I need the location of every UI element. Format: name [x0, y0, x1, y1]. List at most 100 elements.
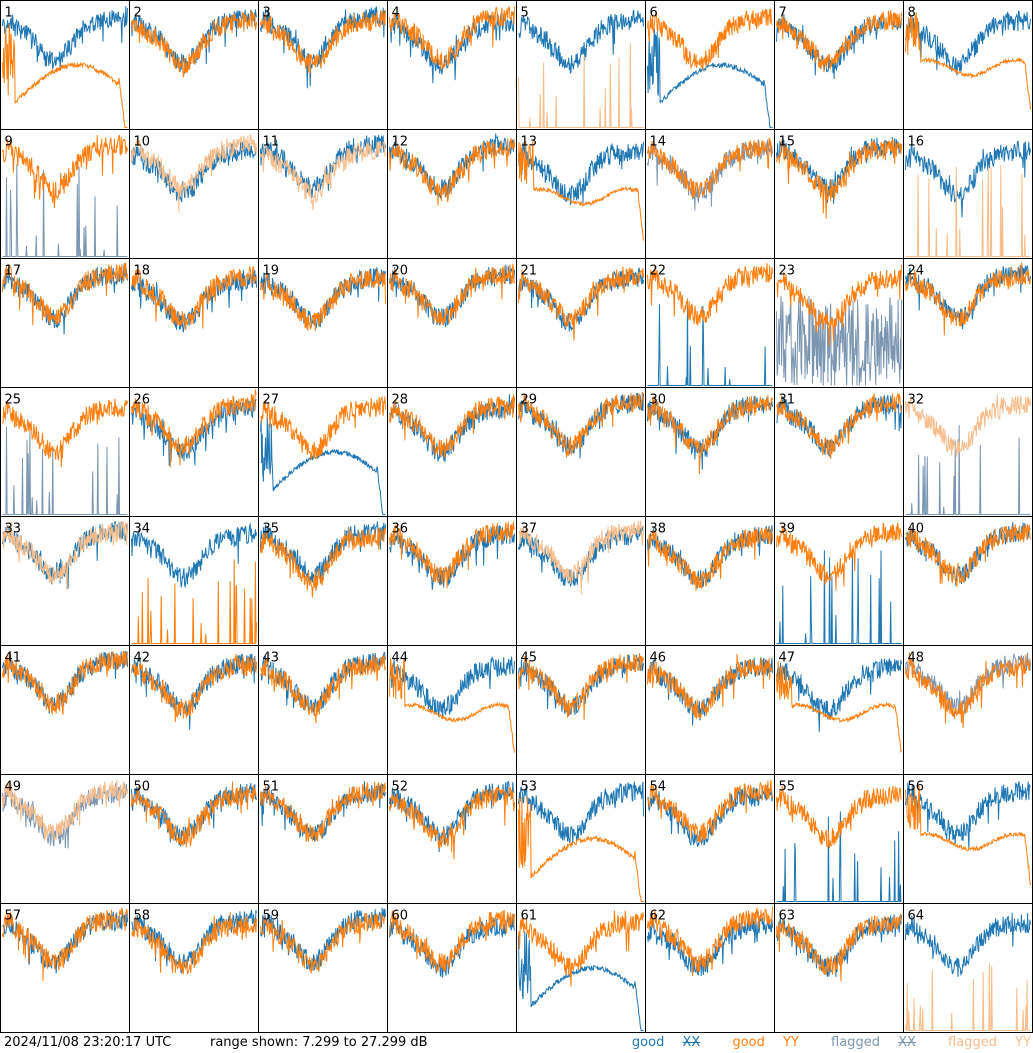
series-yy-flagged — [2, 780, 128, 842]
panel-label: 48 — [908, 651, 925, 666]
series-yy-good — [518, 391, 644, 458]
series-yy-good — [776, 139, 902, 219]
panel-label: 3 — [263, 6, 271, 21]
panel-59: 59 — [258, 903, 388, 1033]
series-yy-good — [2, 906, 128, 982]
panel-label: 62 — [650, 909, 667, 924]
panel-label: 27 — [263, 393, 280, 408]
panel-20: 20 — [387, 258, 517, 388]
series-yy-good — [389, 909, 515, 973]
panel-frame — [387, 516, 517, 646]
series-yy-good — [131, 654, 257, 723]
panel-label: 54 — [650, 780, 667, 795]
panel-49: 49 — [0, 774, 130, 904]
series-yy-good — [776, 392, 902, 459]
panel-label: 9 — [5, 135, 13, 150]
panel-60: 60 — [387, 903, 517, 1033]
panel-frame — [645, 387, 775, 517]
panel-label: 8 — [908, 6, 916, 21]
panel-label: 46 — [650, 651, 667, 666]
panel-11: 11 — [258, 129, 388, 259]
legend-flagged-yy-pol: YY — [1015, 1035, 1031, 1050]
panel-label: 12 — [392, 135, 409, 150]
legend-flagged-yy: flagged YY — [934, 1035, 1031, 1050]
panel-label: 39 — [779, 522, 796, 537]
series-yy-good — [647, 780, 773, 843]
panel-label: 47 — [779, 651, 796, 666]
panel-24: 24 — [903, 258, 1033, 388]
series-xx-good — [260, 781, 386, 842]
panel-label: 1 — [5, 6, 13, 21]
panel-6: 6 — [645, 0, 775, 130]
series-yy-good — [647, 137, 773, 198]
panel-label: 52 — [392, 780, 409, 795]
series-yy-good — [518, 141, 644, 241]
panel-50: 50 — [129, 774, 259, 904]
legend-good-yy-pol: YY — [783, 1035, 799, 1050]
panel-label: 35 — [263, 522, 280, 537]
series-yy-flagged — [2, 520, 128, 591]
panel-12: 12 — [387, 129, 517, 259]
panel-label: 32 — [908, 393, 925, 408]
series-yy-good — [905, 262, 1031, 336]
series-yy-flagged — [260, 140, 386, 210]
panel-22: 22 — [645, 258, 775, 388]
series-yy-good — [131, 265, 257, 330]
series-xx-good — [260, 412, 386, 515]
panel-27: 27 — [258, 387, 388, 517]
panel-label: 14 — [650, 135, 667, 150]
series-xx-good — [905, 781, 1031, 850]
panel-label: 44 — [392, 651, 409, 666]
series-xx-good — [905, 140, 1031, 218]
series-xx-good — [647, 298, 773, 386]
series-yy-good — [2, 134, 128, 209]
series-xx-good — [2, 6, 128, 70]
panel-label: 29 — [521, 393, 538, 408]
panel-53: 53 — [516, 774, 646, 904]
series-yy-good — [905, 785, 1031, 886]
series-yy-good — [518, 796, 644, 902]
series-xx-good — [518, 9, 644, 74]
panel-label: 60 — [392, 909, 409, 924]
series-yy-good — [647, 395, 773, 475]
panel-label: 38 — [650, 522, 667, 537]
series-xx-good — [260, 134, 386, 198]
panel-23: 23 — [774, 258, 904, 388]
series-yy-good — [905, 652, 1031, 728]
panel-21: 21 — [516, 258, 646, 388]
series-xx-flagged — [2, 163, 128, 257]
panel-label: 10 — [134, 135, 151, 150]
legend: good XX good YY flagged XX flagged YY — [604, 1033, 1031, 1053]
series-yy-good — [905, 12, 1031, 110]
panel-label: 37 — [521, 522, 538, 537]
series-yy-good — [2, 650, 128, 716]
panel-63: 63 — [774, 903, 904, 1033]
panel-35: 35 — [258, 516, 388, 646]
series-xx-good — [518, 141, 644, 205]
panel-62: 62 — [645, 903, 775, 1033]
panel-42: 42 — [129, 645, 259, 775]
panel-label: 43 — [263, 651, 280, 666]
series-yy-good — [389, 137, 515, 206]
panel-label: 21 — [521, 264, 538, 279]
series-yy-good — [260, 781, 386, 842]
panel-3: 3 — [258, 0, 388, 130]
series-xx-good — [389, 780, 515, 853]
legend-good-yy-status: good — [732, 1035, 765, 1050]
panel-58: 58 — [129, 903, 259, 1033]
panel-label: 42 — [134, 651, 151, 666]
series-yy-flagged — [518, 42, 644, 128]
series-yy-good — [776, 264, 902, 347]
series-yy-good — [647, 263, 773, 326]
panel-frame — [0, 903, 130, 1033]
panel-label: 4 — [392, 6, 400, 21]
series-xx-good — [518, 781, 644, 844]
panel-51: 51 — [258, 774, 388, 904]
panel-label: 57 — [5, 909, 22, 924]
series-yy-good — [2, 262, 128, 326]
series-yy-good — [2, 23, 128, 128]
series-yy-good — [131, 559, 257, 644]
series-yy-good — [260, 654, 386, 724]
panel-frame — [258, 387, 388, 517]
panel-44: 44 — [387, 645, 517, 775]
